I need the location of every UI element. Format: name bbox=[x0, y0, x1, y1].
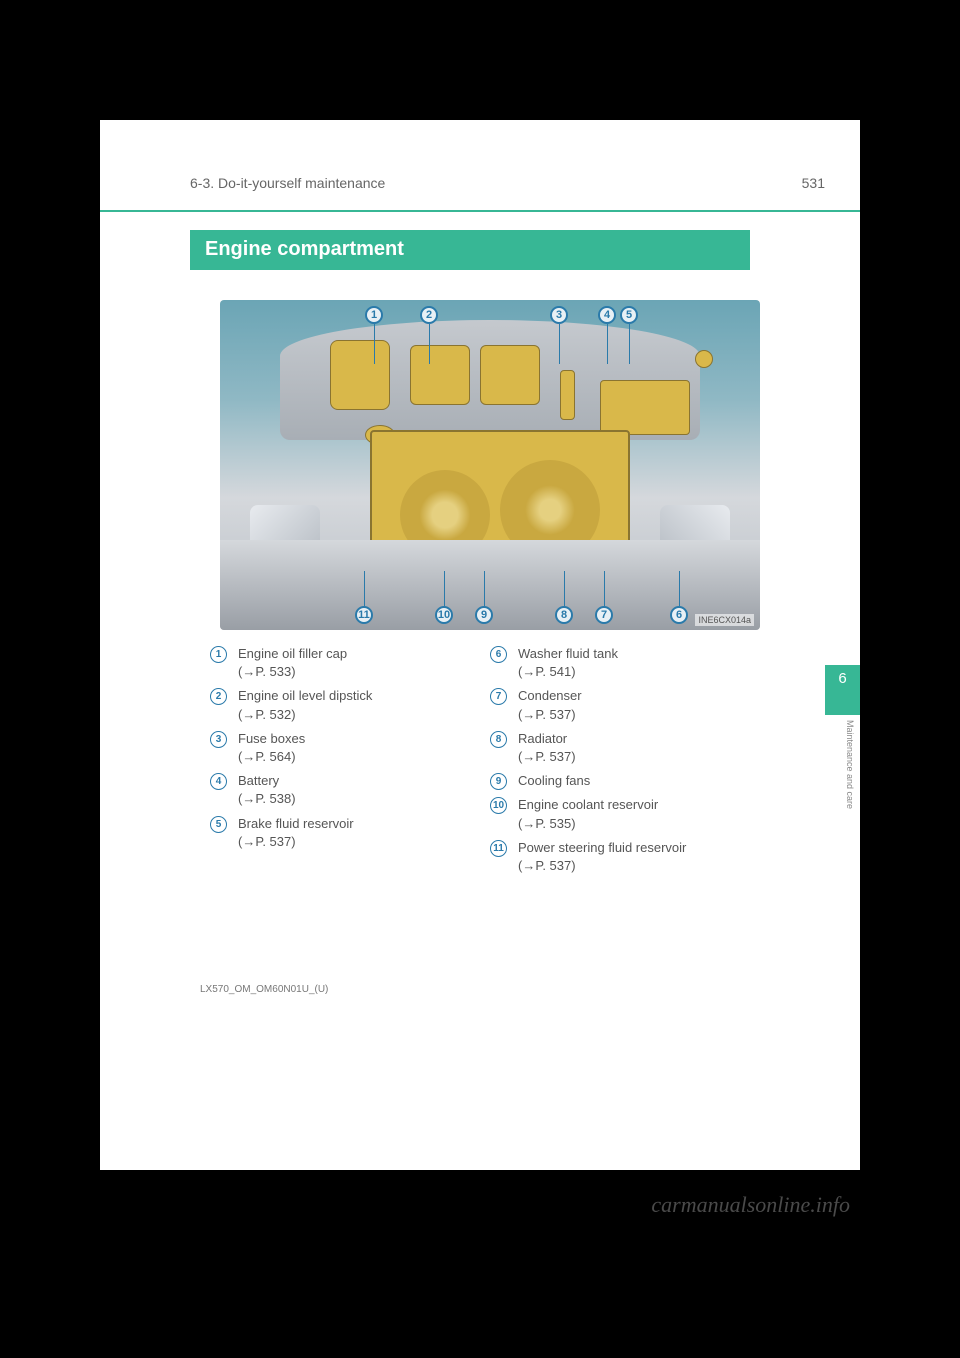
callout-10: 10 bbox=[435, 606, 453, 624]
part-washer-cap bbox=[695, 350, 713, 368]
callout-line bbox=[604, 571, 605, 606]
watermark: carmanualsonline.info bbox=[651, 1192, 850, 1218]
legend-page-ref: (→P. 537) bbox=[518, 749, 576, 764]
legend-text: Radiator bbox=[518, 731, 567, 746]
legend-number: 3 bbox=[210, 731, 227, 748]
callout-line bbox=[559, 324, 560, 364]
legend-item: 2 Engine oil level dipstick (→P. 532) bbox=[210, 687, 490, 723]
callout-line bbox=[429, 324, 430, 364]
legend-item: 7 Condenser (→P. 537) bbox=[490, 687, 770, 723]
legend-number: 10 bbox=[490, 797, 507, 814]
callout-8: 8 bbox=[555, 606, 573, 624]
legend-page-ref: (→P. 564) bbox=[238, 749, 296, 764]
legend-item: 5 Brake fluid reservoir (→P. 537) bbox=[210, 815, 490, 851]
legend-item: 1 Engine oil filler cap (→P. 533) bbox=[210, 645, 490, 681]
callout-line bbox=[607, 324, 608, 364]
legend-item: 10 Engine coolant reservoir (→P. 535) bbox=[490, 796, 770, 832]
callout-2: 2 bbox=[420, 306, 438, 324]
legend-item: 3 Fuse boxes (→P. 564) bbox=[210, 730, 490, 766]
legend-text: Power steering fluid reservoir bbox=[518, 840, 686, 855]
legend-text: Battery bbox=[238, 773, 279, 788]
section-title: Engine compartment bbox=[190, 230, 750, 270]
callout-line bbox=[629, 324, 630, 364]
engine-parts-group bbox=[320, 330, 660, 420]
section-reference: 6-3. Do-it-yourself maintenance bbox=[190, 175, 385, 191]
callout-line bbox=[374, 324, 375, 364]
part-battery bbox=[600, 380, 690, 435]
callout-line bbox=[364, 571, 365, 606]
legend-page-ref: (→P. 537) bbox=[518, 707, 576, 722]
footer-code: LX570_OM_OM60N01U_(U) bbox=[200, 984, 328, 995]
manual-page: 531 6-3. Do-it-yourself maintenance Engi… bbox=[100, 120, 860, 1170]
legend-item: 8 Radiator (→P. 537) bbox=[490, 730, 770, 766]
image-code: INE6CX014a bbox=[695, 614, 754, 626]
legend-item: 11 Power steering fluid reservoir (→P. 53… bbox=[490, 839, 770, 875]
legend-page-ref: (→P. 533) bbox=[238, 664, 296, 679]
legend-number: 1 bbox=[210, 646, 227, 663]
legend-column-left: 1 Engine oil filler cap (→P. 533) 2 Engine … bbox=[210, 645, 490, 857]
legend-item: 9 Cooling fans bbox=[490, 772, 770, 790]
callout-line bbox=[679, 571, 680, 606]
legend-number: 11 bbox=[490, 840, 507, 857]
header-divider bbox=[100, 210, 860, 212]
callout-3: 3 bbox=[550, 306, 568, 324]
legend: 1 Engine oil filler cap (→P. 533) 2 Engine … bbox=[210, 645, 770, 881]
legend-page-ref: (→P. 538) bbox=[238, 791, 296, 806]
legend-number: 9 bbox=[490, 773, 507, 790]
legend-page-ref: (→P. 535) bbox=[518, 816, 576, 831]
legend-number: 2 bbox=[210, 688, 227, 705]
callout-11: 11 bbox=[355, 606, 373, 624]
page-number: 531 bbox=[802, 175, 825, 191]
callout-4: 4 bbox=[598, 306, 616, 324]
legend-text: Brake fluid reservoir bbox=[238, 816, 354, 831]
legend-text: Engine oil filler cap bbox=[238, 646, 347, 661]
part-oil-filler bbox=[330, 340, 390, 410]
legend-number: 5 bbox=[210, 816, 227, 833]
callout-line bbox=[444, 571, 445, 606]
legend-number: 6 bbox=[490, 646, 507, 663]
callout-1: 1 bbox=[365, 306, 383, 324]
legend-number: 4 bbox=[210, 773, 227, 790]
legend-item: 6 Washer fluid tank (→P. 541) bbox=[490, 645, 770, 681]
chapter-tab: 6 bbox=[825, 665, 860, 715]
engine-diagram: 1 2 3 45 11 10 9 8 7 6 INE6CX014a bbox=[220, 300, 760, 630]
callout-5: 5 bbox=[620, 306, 638, 324]
legend-page-ref: (→P. 532) bbox=[238, 707, 296, 722]
part-engine-cover-r bbox=[480, 345, 540, 405]
legend-number: 7 bbox=[490, 688, 507, 705]
callout-9: 9 bbox=[475, 606, 493, 624]
legend-page-ref: (→P. 537) bbox=[238, 834, 296, 849]
legend-page-ref: (→P. 541) bbox=[518, 664, 576, 679]
legend-number: 8 bbox=[490, 731, 507, 748]
legend-text: Cooling fans bbox=[518, 773, 590, 788]
legend-text: Fuse boxes bbox=[238, 731, 305, 746]
callout-7: 7 bbox=[595, 606, 613, 624]
legend-item: 4 Battery (→P. 538) bbox=[210, 772, 490, 808]
legend-column-right: 6 Washer fluid tank (→P. 541) 7 Condenser (… bbox=[490, 645, 770, 881]
callout-line bbox=[484, 571, 485, 606]
legend-text: Engine oil level dipstick bbox=[238, 688, 372, 703]
legend-text: Washer fluid tank bbox=[518, 646, 618, 661]
part-engine-cover-l bbox=[410, 345, 470, 405]
legend-text: Engine coolant reservoir bbox=[518, 797, 658, 812]
chapter-number: 6 bbox=[838, 670, 846, 687]
legend-page-ref: (→P. 537) bbox=[518, 858, 576, 873]
callout-6: 6 bbox=[670, 606, 688, 624]
part-dipstick bbox=[560, 370, 575, 420]
callout-line bbox=[564, 571, 565, 606]
chapter-label: Maintenance and care bbox=[830, 720, 855, 809]
legend-text: Condenser bbox=[518, 688, 582, 703]
